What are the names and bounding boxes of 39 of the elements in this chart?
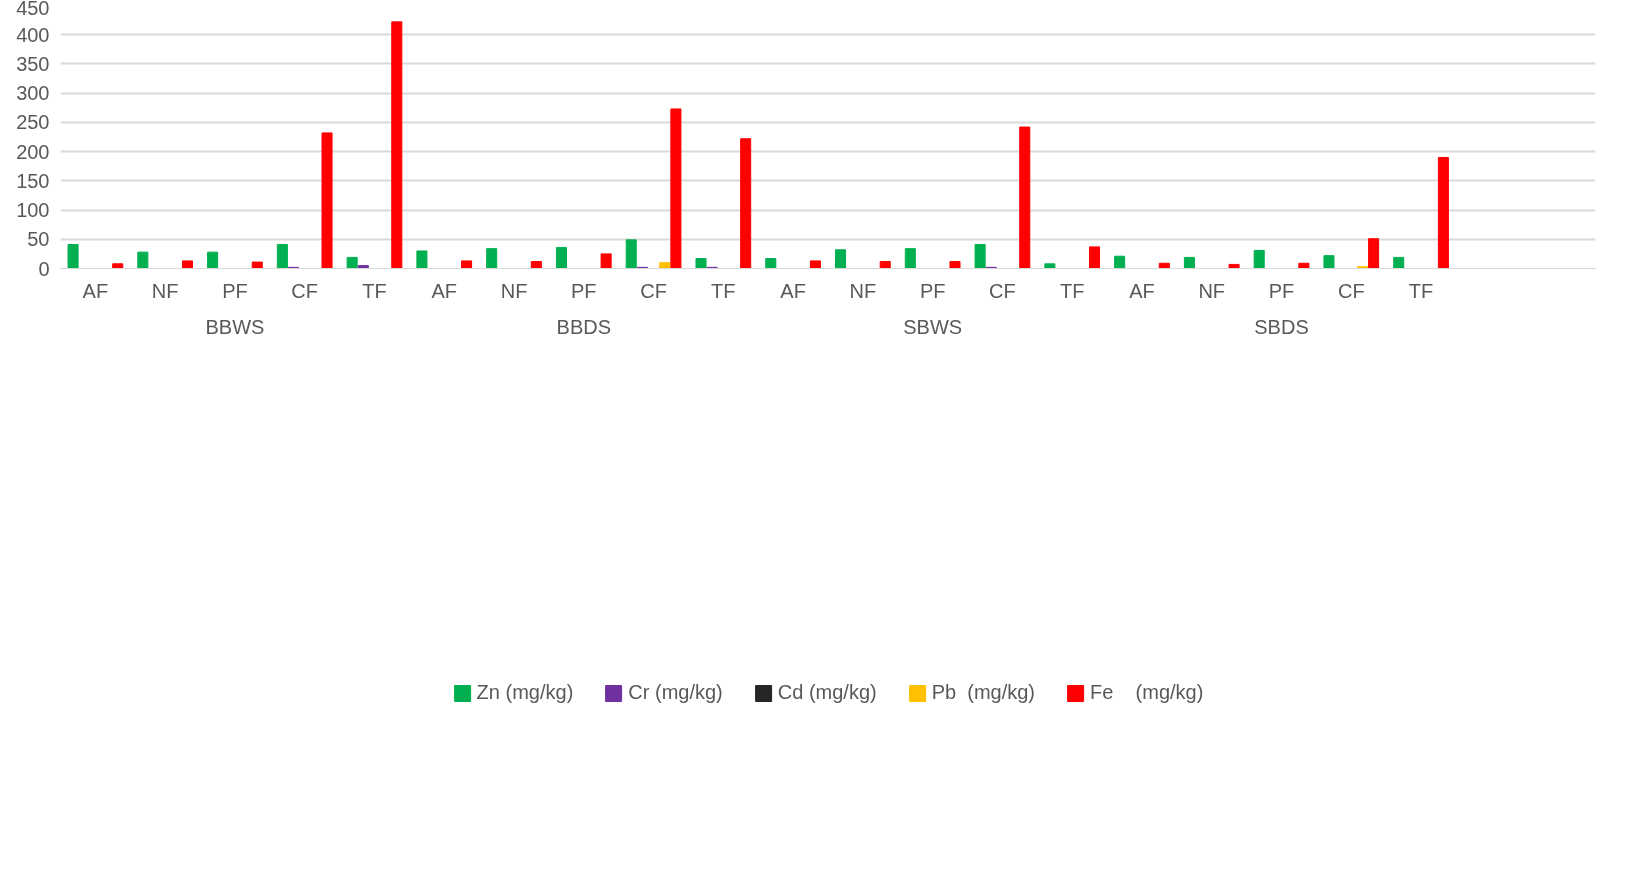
legend-label: Zn (mg/kg) <box>476 681 574 705</box>
x-tick-label: PF <box>1268 279 1295 302</box>
text: SBDS <box>1254 315 1309 338</box>
x-tick-label: AF <box>82 279 109 302</box>
x-tick-label: TF <box>1408 279 1434 302</box>
x-tick-label: NF <box>1198 279 1226 302</box>
x-tick-label: AF <box>780 279 806 302</box>
x-tick-label: CF <box>640 279 667 302</box>
x-tick-label: TF <box>1059 279 1085 302</box>
x-tick-label: PF <box>571 279 597 302</box>
text: BBWS <box>205 315 265 338</box>
x-tick-label: PF <box>222 279 248 302</box>
x-tick-label: NF <box>151 279 179 302</box>
x-tick-label: PF <box>919 279 946 302</box>
y-tick-label: 300 <box>16 82 50 105</box>
y-tick-label: 350 <box>16 52 50 75</box>
y-tick-label: 450 <box>16 0 50 19</box>
x-tick-label: AF <box>1129 279 1155 302</box>
y-tick-label: 150 <box>16 169 50 192</box>
text: BBDS <box>556 315 612 338</box>
x-tick-label: AF <box>431 279 458 302</box>
legend-label: Fe (mg/kg) <box>1090 681 1204 705</box>
y-tick-label: 250 <box>16 111 50 134</box>
y-tick-label: 200 <box>16 140 50 163</box>
y-tick-label: 100 <box>16 199 50 222</box>
text: SBWS <box>903 315 963 338</box>
x-tick-label: CF <box>291 279 319 302</box>
y-tick-label: 400 <box>16 23 50 46</box>
x-tick-label: CF <box>989 279 1016 302</box>
legend-label: Cd (mg/kg) <box>777 681 877 705</box>
x-tick-label: TF <box>711 279 736 302</box>
x-tick-label: NF <box>849 279 877 302</box>
x-tick-label: NF <box>500 279 528 302</box>
x-tick-label: CF <box>1337 279 1365 302</box>
legend-label: Pb (mg/kg) <box>931 681 1036 705</box>
y-tick-label: 50 <box>27 228 50 251</box>
legend-label: Cr (mg/kg) <box>628 681 723 705</box>
y-tick-label: 0 <box>38 257 50 280</box>
x-tick-label: TF <box>362 279 387 302</box>
